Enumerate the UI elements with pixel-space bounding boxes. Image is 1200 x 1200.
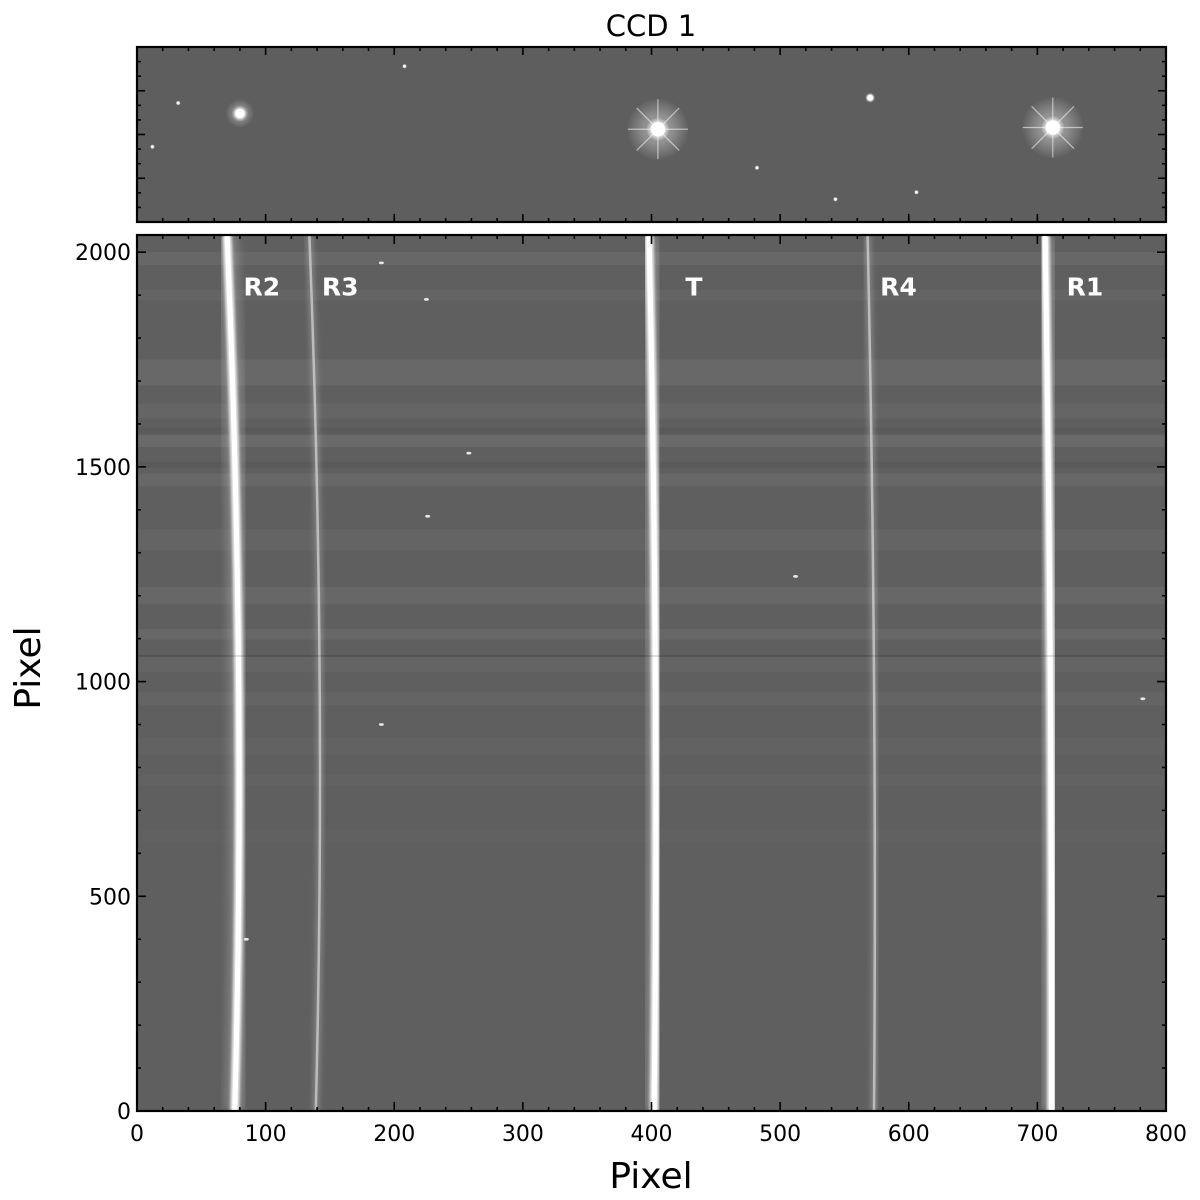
star-center (867, 94, 874, 101)
ccd-seam (137, 654, 1166, 657)
trace-r4 (864, 235, 878, 1111)
trace-label-r3: R3 (322, 273, 359, 302)
trace-r1 (1036, 235, 1061, 1111)
x-tick-label: 800 (1145, 1122, 1187, 1147)
spectrum-image-panel: 0 100 200 300 400 500 600 700 800 0 500 1000 1500 20… (8, 233, 1187, 1197)
star (833, 196, 838, 202)
star (626, 98, 690, 161)
x-axis-title: Pixel (609, 1156, 692, 1197)
trace-line (308, 235, 322, 1111)
x-tick-label: 500 (759, 1122, 801, 1147)
trace-line (224, 235, 242, 1111)
direct-image-panel: CCD 1 (135, 9, 1168, 224)
star-center (650, 122, 666, 137)
star-center (235, 108, 245, 119)
x-tick-label: 400 (631, 1122, 673, 1147)
axis-ticks (136, 235, 1167, 1112)
speck (793, 574, 799, 578)
star (225, 99, 255, 128)
star (175, 100, 181, 106)
trace-label-r2: R2 (243, 273, 280, 302)
star-field (150, 63, 1085, 202)
trace-r2 (218, 235, 249, 1111)
star-center (1045, 120, 1061, 135)
panel-title: CCD 1 (606, 9, 697, 43)
trace-r3 (306, 235, 324, 1111)
y-tick-label: 2000 (75, 241, 131, 266)
star-center (150, 145, 154, 149)
star (150, 144, 155, 150)
speck (425, 514, 431, 518)
star-center (403, 64, 406, 68)
speck (378, 261, 384, 265)
y-tick-label: 1000 (75, 671, 131, 696)
speck (423, 298, 429, 301)
y-axis-tick-labels: 0 500 1000 1500 2000 (75, 241, 131, 1125)
trace-line (866, 235, 877, 1111)
star (754, 165, 760, 171)
trace-labels: R2 R3 T R4 R1 (243, 273, 1103, 302)
star (914, 189, 919, 195)
x-tick-label: 100 (245, 1122, 287, 1147)
speck (1140, 697, 1146, 701)
y-tick-label: 500 (89, 885, 131, 910)
star-center (755, 166, 759, 170)
speck (466, 451, 472, 455)
star-center (915, 190, 918, 194)
x-tick-label: 200 (373, 1122, 415, 1147)
x-tick-label: 0 (130, 1122, 144, 1147)
top-panel-ticks (136, 47, 1167, 222)
trace-label-r1: R1 (1067, 273, 1104, 302)
speck (243, 937, 249, 941)
trace-label-t: T (685, 273, 702, 302)
trace-line (1042, 235, 1055, 1111)
x-tick-label: 600 (888, 1122, 930, 1147)
y-axis-title: Pixel (8, 626, 49, 709)
x-tick-label: 300 (502, 1122, 544, 1147)
trace-t (639, 235, 665, 1111)
speck (378, 723, 384, 726)
cosmic-ray-specks (243, 261, 1146, 941)
star (402, 63, 407, 69)
x-tick-label: 700 (1016, 1122, 1058, 1147)
star (865, 92, 876, 103)
y-tick-label: 0 (117, 1100, 131, 1125)
spectral-traces (137, 235, 1166, 1111)
star-center (833, 197, 837, 201)
trace-line (646, 235, 659, 1111)
y-tick-label: 1500 (75, 456, 131, 481)
x-axis-tick-labels: 0 100 200 300 400 500 600 700 800 (130, 1122, 1187, 1147)
star (1021, 96, 1085, 159)
trace-label-r4: R4 (880, 273, 917, 302)
star-center (176, 101, 180, 105)
